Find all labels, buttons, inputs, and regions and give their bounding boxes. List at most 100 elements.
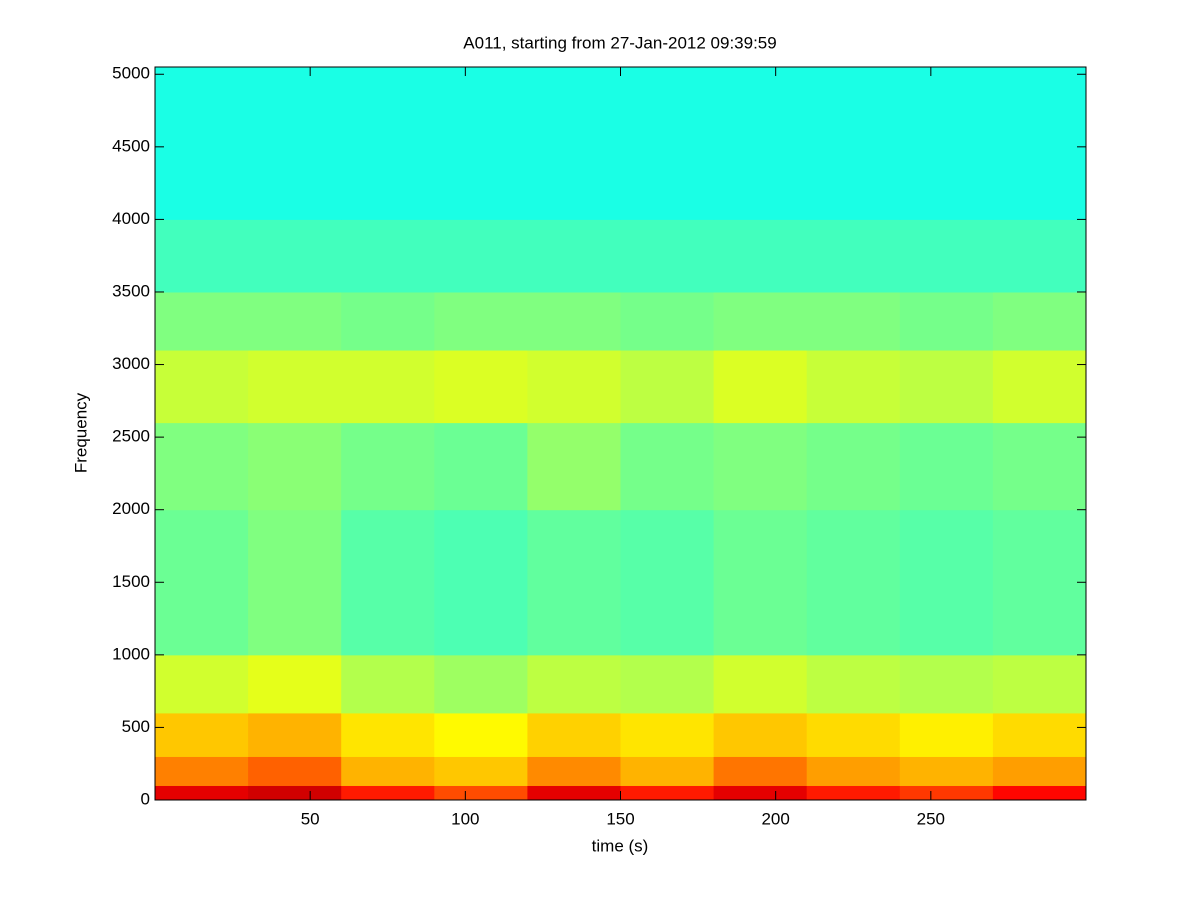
heatmap-cell xyxy=(992,712,1087,757)
x-tick-label: 250 xyxy=(917,809,945,828)
heatmap-cell xyxy=(806,756,901,786)
x-tick-label: 200 xyxy=(761,809,789,828)
heatmap-cell xyxy=(992,350,1087,424)
heatmap-cell xyxy=(341,756,435,786)
heatmap-cell xyxy=(248,756,342,786)
heatmap-cell xyxy=(341,422,435,511)
heatmap-cell xyxy=(806,67,901,220)
heatmap-cell xyxy=(899,785,994,801)
heatmap-cell xyxy=(527,654,621,714)
heatmap-cell xyxy=(713,350,808,424)
heatmap-cell xyxy=(527,712,621,757)
x-tick-label: 100 xyxy=(451,809,479,828)
heatmap-cell xyxy=(341,785,435,801)
heatmap-cell xyxy=(992,291,1087,351)
heatmap-cell xyxy=(434,756,528,786)
heatmap-cell xyxy=(899,756,994,786)
heatmap-cell xyxy=(899,291,994,351)
heatmap-cell xyxy=(899,350,994,424)
heatmap-cell xyxy=(527,219,621,293)
heatmap-cell xyxy=(620,756,715,786)
y-tick-label: 5000 xyxy=(112,64,150,83)
heatmap-cell xyxy=(248,291,342,351)
heatmap-cell xyxy=(620,291,715,351)
y-tick-label: 500 xyxy=(122,717,150,736)
x-axis-label: time (s) xyxy=(592,836,649,855)
heatmap-cell xyxy=(806,785,901,801)
heatmap-cell xyxy=(341,712,435,757)
heatmap-cell xyxy=(434,350,528,424)
heatmap-cell xyxy=(248,712,342,757)
heatmap-cell xyxy=(992,422,1087,511)
heatmap-cell xyxy=(992,219,1087,293)
heatmap-cell xyxy=(713,756,808,786)
heatmap-cell xyxy=(620,67,715,220)
heatmap-cell xyxy=(434,219,528,293)
heatmap-cell xyxy=(248,785,342,801)
heatmap-cell xyxy=(155,654,249,714)
heatmap-cell xyxy=(248,654,342,714)
heatmap-cell xyxy=(713,291,808,351)
heatmap-cell xyxy=(899,654,994,714)
heatmap-cell xyxy=(527,67,621,220)
heatmap-cell xyxy=(620,509,715,656)
heatmap-cell xyxy=(434,712,528,757)
heatmap-cell xyxy=(620,350,715,424)
x-tick-label: 50 xyxy=(301,809,320,828)
heatmap-cell xyxy=(248,509,342,656)
heatmap-cell xyxy=(434,422,528,511)
heatmap-cell xyxy=(434,291,528,351)
heatmap-cell xyxy=(713,67,808,220)
x-tick-label: 150 xyxy=(606,809,634,828)
heatmap-cell xyxy=(713,654,808,714)
heatmap-cell xyxy=(620,712,715,757)
heatmap-cell xyxy=(527,291,621,351)
heatmap-cell xyxy=(341,67,435,220)
heatmap-cell xyxy=(155,350,249,424)
heatmap-cell xyxy=(155,291,249,351)
heatmap-cell xyxy=(248,422,342,511)
heatmap-cell xyxy=(806,509,901,656)
y-tick-label: 2500 xyxy=(112,427,150,446)
y-axis-label: Frequency xyxy=(71,392,90,473)
heatmap-cell xyxy=(434,654,528,714)
heatmap-cell xyxy=(620,654,715,714)
heatmap-cell xyxy=(620,422,715,511)
heatmap-cell xyxy=(620,219,715,293)
heatmap-cell xyxy=(713,219,808,293)
heatmap-cell xyxy=(899,509,994,656)
heatmap-cell xyxy=(992,654,1087,714)
heatmap-cell xyxy=(155,509,249,656)
heatmap-cell xyxy=(527,422,621,511)
heatmap-cell xyxy=(806,350,901,424)
heatmap-cell xyxy=(155,422,249,511)
heatmap-cell xyxy=(527,350,621,424)
heatmap-cell xyxy=(155,785,249,801)
heatmap-cell xyxy=(899,219,994,293)
y-tick-label: 2000 xyxy=(112,499,150,518)
heatmap-cell xyxy=(155,219,249,293)
heatmap-cell xyxy=(713,712,808,757)
heatmap-cell xyxy=(341,350,435,424)
heatmap-cell xyxy=(248,219,342,293)
heatmap-cell xyxy=(155,756,249,786)
heatmap-cell xyxy=(434,785,528,801)
heatmap-cell xyxy=(527,785,621,801)
y-tick-label: 0 xyxy=(141,789,150,808)
y-tick-label: 1500 xyxy=(112,572,150,591)
heatmap-cell xyxy=(899,422,994,511)
heatmap-cell xyxy=(713,785,808,801)
heatmap-cell xyxy=(155,67,249,220)
heatmap-cell xyxy=(713,422,808,511)
heatmap-cell xyxy=(992,67,1087,220)
heatmap-cell xyxy=(806,291,901,351)
y-tick-label: 3500 xyxy=(112,281,150,300)
heatmap-cell xyxy=(527,509,621,656)
heatmap-cell xyxy=(620,785,715,801)
heatmap-cell xyxy=(341,654,435,714)
heatmap-cell xyxy=(434,509,528,656)
chart-title: A011, starting from 27-Jan-2012 09:39:59 xyxy=(463,33,776,52)
heatmap-cell xyxy=(899,712,994,757)
heatmap-cell xyxy=(341,291,435,351)
